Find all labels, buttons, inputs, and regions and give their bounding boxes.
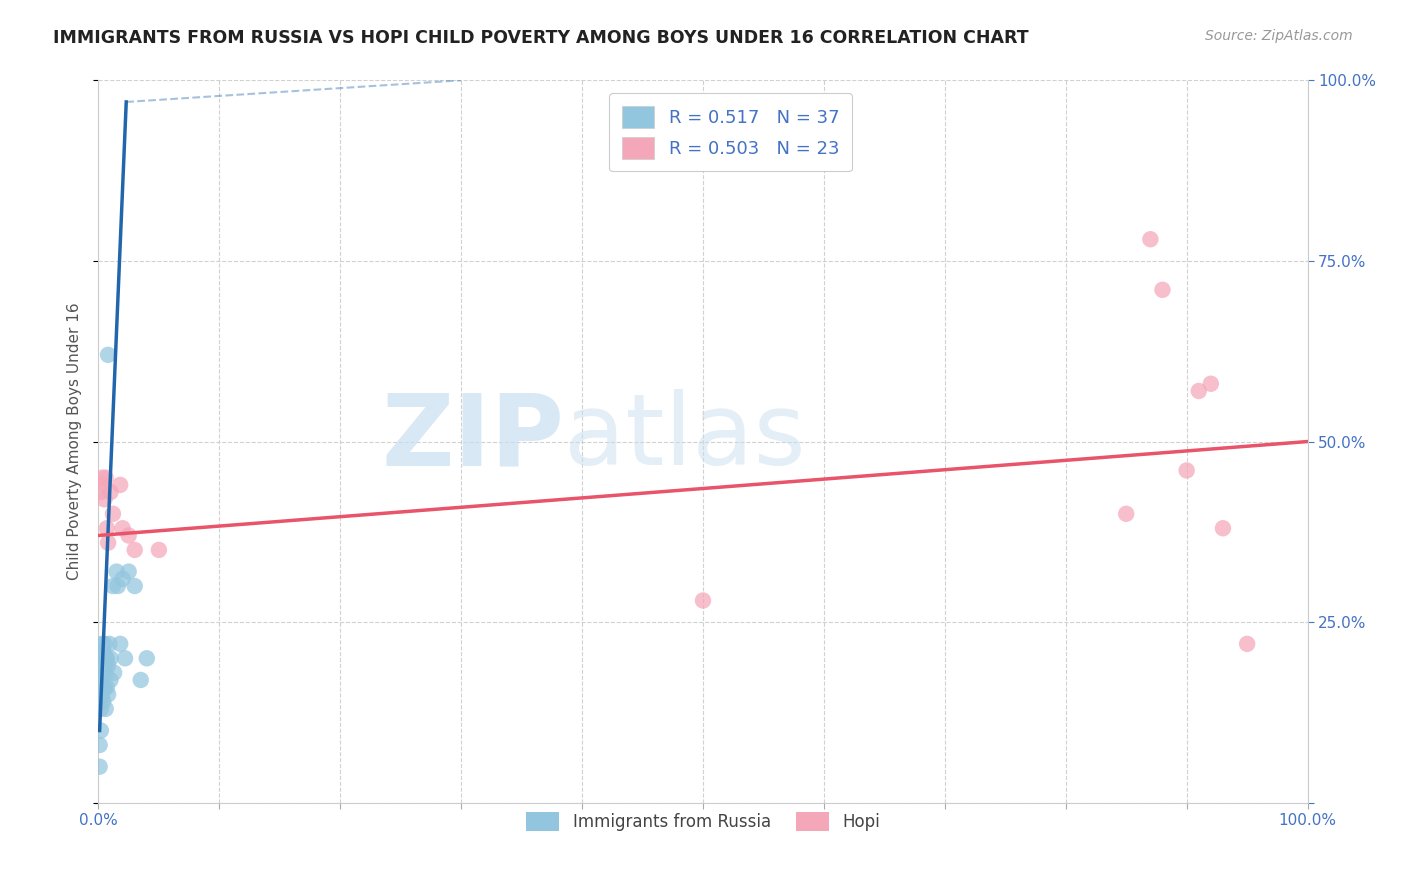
Point <box>93 680 115 694</box>
Point <box>90 702 112 716</box>
Point <box>118 528 141 542</box>
Point <box>89 738 111 752</box>
Point <box>1199 376 1222 391</box>
Point <box>94 470 117 484</box>
Point <box>111 521 134 535</box>
Point <box>91 478 114 492</box>
Point <box>692 593 714 607</box>
Point <box>91 637 114 651</box>
Text: atlas: atlas <box>564 390 806 486</box>
Point <box>91 470 114 484</box>
Point <box>91 651 114 665</box>
Point <box>103 665 125 680</box>
Point <box>91 644 114 658</box>
Point <box>1212 521 1234 535</box>
Point <box>93 492 115 507</box>
Point <box>96 651 118 665</box>
Point <box>124 542 146 557</box>
Point <box>1115 507 1137 521</box>
Point <box>1152 283 1174 297</box>
Point <box>91 695 114 709</box>
Point <box>97 535 120 549</box>
Point <box>114 651 136 665</box>
Text: Source: ZipAtlas.com: Source: ZipAtlas.com <box>1205 29 1353 43</box>
Point <box>91 665 114 680</box>
Point <box>108 478 131 492</box>
Point <box>111 572 134 586</box>
Text: IMMIGRANTS FROM RUSSIA VS HOPI CHILD POVERTY AMONG BOYS UNDER 16 CORRELATION CHA: IMMIGRANTS FROM RUSSIA VS HOPI CHILD POV… <box>53 29 1029 46</box>
Point <box>90 680 112 694</box>
Point <box>107 579 129 593</box>
Point <box>93 637 115 651</box>
Y-axis label: Child Poverty Among Boys Under 16: Child Poverty Among Boys Under 16 <box>67 302 83 581</box>
Point <box>1139 232 1161 246</box>
Point <box>148 542 170 557</box>
Point <box>98 637 121 651</box>
Point <box>100 485 122 500</box>
Point <box>135 651 157 665</box>
Point <box>93 658 115 673</box>
Point <box>124 579 146 593</box>
Point <box>94 651 117 665</box>
Point <box>101 507 124 521</box>
Point <box>1236 637 1258 651</box>
Point <box>96 680 118 694</box>
Point <box>97 658 120 673</box>
Legend: Immigrants from Russia, Hopi: Immigrants from Russia, Hopi <box>519 805 887 838</box>
Point <box>90 723 112 738</box>
Point <box>97 348 120 362</box>
Point <box>89 760 111 774</box>
Point <box>96 521 118 535</box>
Point <box>97 687 120 701</box>
Point <box>91 673 114 687</box>
Point <box>101 579 124 593</box>
Point <box>100 673 122 687</box>
Point <box>94 665 117 680</box>
Point <box>100 651 122 665</box>
Point <box>90 485 112 500</box>
Point <box>1188 384 1211 398</box>
Point <box>105 565 128 579</box>
Point <box>1175 463 1198 477</box>
Point <box>91 687 114 701</box>
Point <box>129 673 152 687</box>
Text: ZIP: ZIP <box>381 390 564 486</box>
Point <box>108 637 131 651</box>
Point <box>118 565 141 579</box>
Point <box>94 702 117 716</box>
